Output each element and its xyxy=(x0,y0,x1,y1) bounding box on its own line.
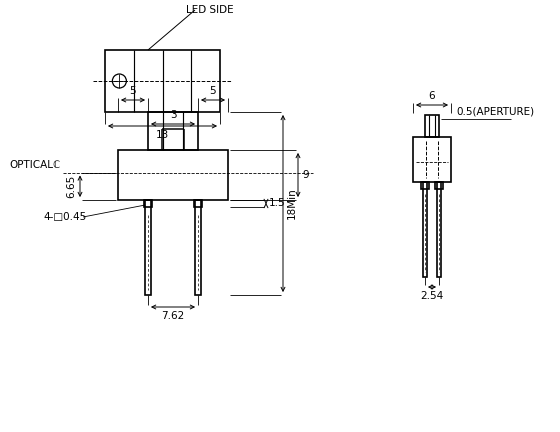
Text: 6.65: 6.65 xyxy=(66,175,76,198)
Bar xyxy=(105,50,220,112)
Bar xyxy=(144,200,152,207)
Text: 4-□0.45: 4-□0.45 xyxy=(43,212,86,222)
Text: LED SIDE: LED SIDE xyxy=(186,5,234,15)
Text: 2.54: 2.54 xyxy=(421,291,444,301)
Bar xyxy=(145,200,151,295)
Text: OPTICALℂ: OPTICALℂ xyxy=(10,161,61,171)
Text: 5: 5 xyxy=(130,86,136,96)
Bar xyxy=(118,150,228,200)
Bar xyxy=(425,115,439,137)
Text: 18Min: 18Min xyxy=(287,187,297,219)
Bar xyxy=(437,182,441,277)
Text: 13: 13 xyxy=(156,130,169,140)
Text: 7.62: 7.62 xyxy=(161,311,185,321)
Text: 0.5(APERTURE): 0.5(APERTURE) xyxy=(456,107,534,117)
Bar xyxy=(421,182,429,189)
Bar xyxy=(423,182,427,277)
Bar xyxy=(195,200,200,295)
Text: 9: 9 xyxy=(302,170,309,180)
Text: 3: 3 xyxy=(170,110,176,120)
Bar xyxy=(435,182,443,189)
Text: 1.5: 1.5 xyxy=(269,198,286,209)
Bar xyxy=(413,137,451,182)
Bar xyxy=(148,112,198,150)
Text: 6: 6 xyxy=(429,91,435,101)
Bar xyxy=(194,200,202,207)
Text: 5: 5 xyxy=(209,86,216,96)
